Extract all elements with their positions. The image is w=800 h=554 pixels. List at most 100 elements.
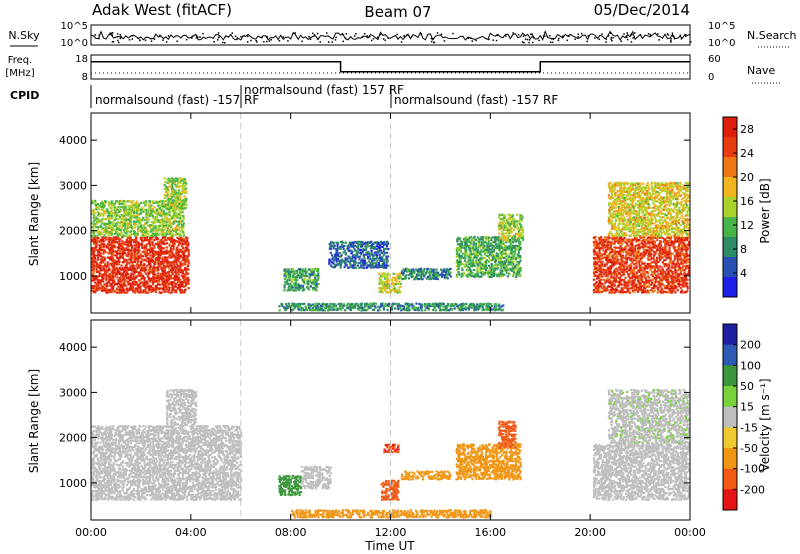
scatter-cell-4 bbox=[354, 261, 357, 264]
scatter-cell-0 bbox=[103, 257, 107, 260]
scatter-cell-9 bbox=[661, 237, 664, 240]
scatter-cell-9 bbox=[601, 240, 604, 243]
scatter-cell-0 bbox=[92, 263, 95, 266]
noise-search-point bbox=[670, 38, 672, 40]
scatter-cell-0 bbox=[108, 256, 111, 259]
scatter-cell-9 bbox=[633, 284, 636, 287]
scatter-cell-0 bbox=[139, 257, 142, 260]
scatter-cell-7 bbox=[513, 268, 516, 271]
scatter-cell-7 bbox=[463, 247, 466, 250]
scatter-cell-7 bbox=[513, 246, 516, 249]
scatter-cell-9 bbox=[610, 286, 613, 289]
scatter-cell-9 bbox=[598, 240, 601, 244]
scatter-cell-9 bbox=[595, 246, 598, 250]
scatter-cell-9 bbox=[654, 280, 657, 283]
scatter-cell-3 bbox=[301, 278, 304, 281]
scatter-cell-9 bbox=[601, 275, 604, 278]
scatter-cell-4 bbox=[347, 266, 350, 269]
scatter-cell-1 bbox=[152, 200, 155, 203]
scatter-cell-0 bbox=[180, 291, 183, 294]
scatter-cell-9 bbox=[672, 278, 675, 281]
scatter-cell-7 bbox=[476, 275, 479, 278]
scatter-cell-9 bbox=[658, 256, 661, 260]
scatter-cell-0 bbox=[109, 246, 112, 249]
scatter-cell-3 bbox=[303, 274, 306, 277]
scatter-cell-6 bbox=[445, 271, 448, 274]
scatter-cell-7 bbox=[486, 248, 489, 251]
scatter-cell-0 bbox=[124, 269, 127, 272]
scatter-cell-0 bbox=[152, 256, 155, 259]
scatter-cell-9 bbox=[669, 275, 672, 278]
scatter-cell-9 bbox=[664, 245, 667, 248]
scatter-cell-1 bbox=[100, 205, 104, 208]
scatter-cell-0 bbox=[93, 260, 97, 264]
scatter-cell-0 bbox=[151, 244, 154, 247]
scatter-cell-7 bbox=[475, 247, 478, 250]
scatter-cell-0 bbox=[99, 268, 102, 271]
scatter-cell-9 bbox=[628, 272, 631, 276]
scatter-cell-7 bbox=[458, 246, 461, 249]
scatter-cell-4 bbox=[362, 242, 365, 246]
scatter-cell-2 bbox=[167, 177, 171, 180]
scatter-cell-9 bbox=[598, 270, 601, 273]
scatter-cell-7 bbox=[492, 274, 495, 278]
scatter-cell-1 bbox=[111, 230, 114, 233]
scatter-cell-1 bbox=[108, 222, 111, 225]
scatter-cell-0 bbox=[163, 286, 167, 289]
scatter-cell-7 bbox=[512, 273, 515, 276]
scatter-cell-4 bbox=[378, 253, 381, 256]
scatter-cell-9 bbox=[611, 287, 615, 290]
scatter-cell-4 bbox=[346, 245, 349, 248]
scatter-cell-2 bbox=[179, 191, 182, 194]
scatter-cell-9 bbox=[656, 236, 659, 239]
scatter-cell-1 bbox=[172, 202, 175, 205]
scatter-cell-0 bbox=[146, 264, 149, 267]
scatter-cell-7 bbox=[481, 250, 484, 253]
scatter-cell-3 bbox=[298, 268, 301, 271]
scatter-cell-1 bbox=[180, 206, 183, 209]
noise-search-point bbox=[452, 32, 454, 35]
scatter-cell-0 bbox=[165, 282, 168, 285]
scatter-cell-9 bbox=[608, 247, 611, 250]
scatter-cell-8 bbox=[520, 226, 523, 229]
scatter-cell-9 bbox=[641, 291, 644, 294]
scatter-cell-0 bbox=[125, 258, 128, 261]
scatter-cell-0 bbox=[163, 290, 167, 293]
scatter-cell-0 bbox=[181, 282, 184, 285]
scatter-cell-1 bbox=[107, 220, 111, 223]
scatter-cell-0 bbox=[125, 274, 128, 277]
scatter-cell-7 bbox=[468, 268, 471, 271]
scatter-cell-1 bbox=[123, 234, 126, 237]
scatter-cell-2 bbox=[181, 191, 184, 194]
scatter-cell-7 bbox=[518, 267, 521, 270]
scatter-cell-6 bbox=[441, 271, 444, 274]
scatter-cell-1 bbox=[106, 229, 109, 232]
scatter-cell-0 bbox=[115, 283, 118, 286]
scatter-cell-0 bbox=[109, 244, 112, 247]
scatter-cell-9 bbox=[647, 279, 650, 282]
scatter-cell-9 bbox=[603, 240, 606, 244]
scatter-cell-9 bbox=[647, 275, 650, 278]
scatter-cell-1 bbox=[167, 228, 170, 231]
scatter-cell-6 bbox=[446, 268, 449, 271]
scatter-cell-4 bbox=[363, 249, 366, 252]
scatter-cell-7 bbox=[465, 238, 468, 241]
scatter-cell-1 bbox=[93, 224, 97, 227]
scatter-cell-0 bbox=[157, 254, 160, 257]
scatter-cell-1 bbox=[103, 205, 106, 208]
scatter-cell-4 bbox=[361, 240, 364, 244]
scatter-cell-7 bbox=[482, 270, 485, 273]
scatter-cell-6 bbox=[432, 277, 435, 280]
scatter-cell-6 bbox=[427, 271, 430, 274]
scatter-cell-7 bbox=[487, 251, 490, 254]
noise-search-point bbox=[690, 41, 692, 43]
scatter-cell-0 bbox=[164, 260, 167, 263]
noise-search-point bbox=[632, 37, 634, 39]
scatter-cell-4 bbox=[385, 245, 389, 248]
scatter-cell-9 bbox=[605, 250, 608, 253]
scatter-cell-1 bbox=[142, 210, 145, 213]
scatter-cell-9 bbox=[593, 268, 596, 271]
scatter-cell-0 bbox=[122, 287, 125, 290]
scatter-cell-0 bbox=[149, 254, 152, 257]
scatter-cell-8 bbox=[507, 224, 510, 227]
